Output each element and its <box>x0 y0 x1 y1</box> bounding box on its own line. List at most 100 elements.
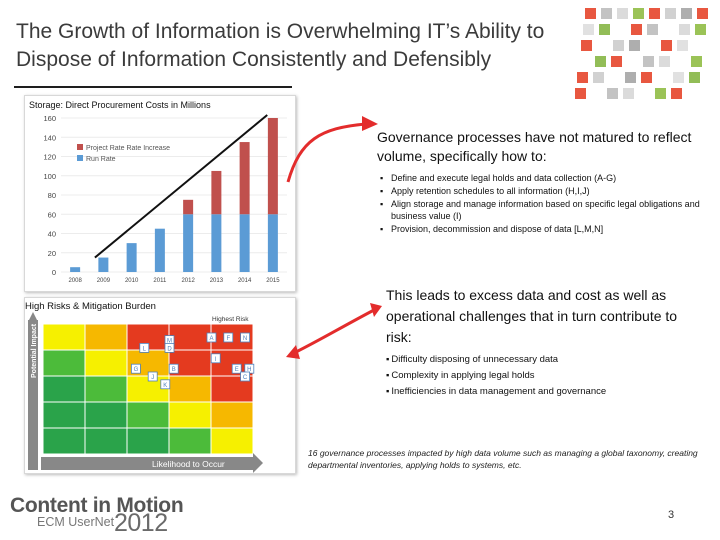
cube-tile <box>643 56 654 67</box>
y-tick-label: 100 <box>43 172 56 181</box>
leads-heading: This leads to excess data and cost as we… <box>386 287 678 345</box>
risk-marker-letter: J <box>151 375 154 381</box>
heat-cell <box>168 427 212 455</box>
cube-tile <box>613 40 624 51</box>
risk-marker-letter: L <box>143 346 147 352</box>
cube-tile <box>681 8 692 19</box>
risk-matrix: High Risks & Mitigation Burden Highest R… <box>25 301 263 473</box>
footnote: 16 governance processes impacted by high… <box>308 448 698 470</box>
y-tick-label: 40 <box>48 230 56 239</box>
governance-bullet: Apply retention schedules to all informa… <box>377 185 707 197</box>
bar-rate-increase <box>239 142 250 215</box>
risk-matrix-panel: High Risks & Mitigation Burden Highest R… <box>24 297 296 474</box>
cube-tile <box>671 88 682 99</box>
governance-bullet: Provision, decommission and dispose of d… <box>377 223 707 235</box>
chart-title: Storage: Direct Procurement Costs in Mil… <box>29 100 211 110</box>
heat-cell <box>84 427 128 455</box>
cube-tile <box>697 8 708 19</box>
y-axis-bar <box>28 320 38 470</box>
cube-tile <box>633 8 644 19</box>
legend-swatch-run <box>77 155 83 161</box>
heat-cell <box>42 349 86 377</box>
risk-marker-letter: N <box>243 336 247 342</box>
cube-tile <box>641 72 652 83</box>
leads-bullets: Difficulty disposing of unnecessary data… <box>386 352 706 400</box>
bar-run-rate <box>126 243 137 272</box>
cube-tile <box>649 8 660 19</box>
governance-bullets: Define and execute legal holds and data … <box>377 172 707 235</box>
risk-marker <box>231 363 242 374</box>
storage-cost-chart-panel: Storage: Direct Procurement Costs in Mil… <box>24 95 296 292</box>
bar-run-rate <box>154 228 165 272</box>
leads-bullet: Difficulty disposing of unnecessary data <box>386 352 706 368</box>
arrow-head-governance <box>362 116 378 131</box>
y-tick-label: 0 <box>52 268 56 277</box>
cube-tile <box>673 72 684 83</box>
cube-tile <box>689 72 700 83</box>
risk-marker-letter: G <box>134 367 139 373</box>
risk-marker-letter: M <box>167 339 172 345</box>
arrow-head-leads-right <box>370 303 382 317</box>
risk-marker <box>240 371 251 382</box>
cube-tile <box>617 8 628 19</box>
risk-marker <box>240 332 251 343</box>
risk-marker <box>164 343 175 353</box>
risk-marker-letter: H <box>247 367 251 373</box>
bar-rate-increase <box>211 170 222 215</box>
logo-title: Content in Motion <box>10 494 184 517</box>
x-tick-label: 2010 <box>125 278 139 284</box>
heat-cell <box>210 401 254 429</box>
risk-marker-letter: D <box>167 346 172 352</box>
y-tick-label: 80 <box>48 191 56 200</box>
page-number: 3 <box>668 509 675 521</box>
cube-tile <box>607 88 618 99</box>
cube-tile <box>691 56 702 67</box>
cube-tile <box>575 88 586 99</box>
risk-marker-letter: C <box>243 375 248 381</box>
risk-marker <box>210 353 221 364</box>
cube-tile <box>679 24 690 35</box>
heat-cell <box>42 427 86 455</box>
leads-section: This leads to excess data and cost as we… <box>386 285 706 400</box>
risk-marker <box>139 343 150 353</box>
risk-marker-letter: K <box>163 383 167 389</box>
heat-cell <box>168 323 212 351</box>
heat-cell <box>84 349 128 377</box>
heat-cell <box>126 427 170 455</box>
cube-tile <box>599 24 610 35</box>
cube-decoration <box>575 8 708 99</box>
risk-marker <box>160 379 171 390</box>
governance-section: Governance processes have not matured to… <box>377 128 707 236</box>
x-axis-arrowhead <box>253 453 263 473</box>
cube-tile <box>581 40 592 51</box>
leads-bullet: Complexity in applying legal holds <box>386 368 706 384</box>
governance-heading: Governance processes have not matured to… <box>377 129 692 164</box>
bar-rate-increase <box>183 199 194 215</box>
cube-tile <box>583 24 594 35</box>
y-tick-label: 140 <box>43 133 56 142</box>
bar-run-rate <box>239 214 250 272</box>
legend-swatch-increase <box>77 144 83 150</box>
cube-tile <box>577 72 588 83</box>
x-tick-label: 2009 <box>97 278 111 284</box>
y-axis-label: Potential Impact <box>31 323 38 378</box>
y-tick-label: 160 <box>43 114 56 123</box>
cube-tile <box>593 72 604 83</box>
legend-label-increase: Project Rate Rate Increase <box>86 145 170 152</box>
title-underline <box>14 86 292 88</box>
heat-cell <box>168 401 212 429</box>
cube-tile <box>695 24 706 35</box>
risk-matrix-title: High Risks & Mitigation Burden <box>25 301 156 312</box>
storage-cost-chart: Storage: Direct Procurement Costs in Mil… <box>29 100 287 284</box>
x-tick-label: 2008 <box>68 278 82 284</box>
cube-tile <box>665 8 676 19</box>
heat-cell <box>210 427 254 455</box>
heat-cell <box>42 401 86 429</box>
cube-tile <box>631 24 642 35</box>
bar-run-rate <box>70 267 81 272</box>
cube-tile <box>623 88 634 99</box>
risk-marker-letter: A <box>209 336 213 342</box>
arrow-to-leads <box>295 308 375 354</box>
bar-run-rate <box>98 257 109 272</box>
y-tick-label: 120 <box>43 153 56 162</box>
